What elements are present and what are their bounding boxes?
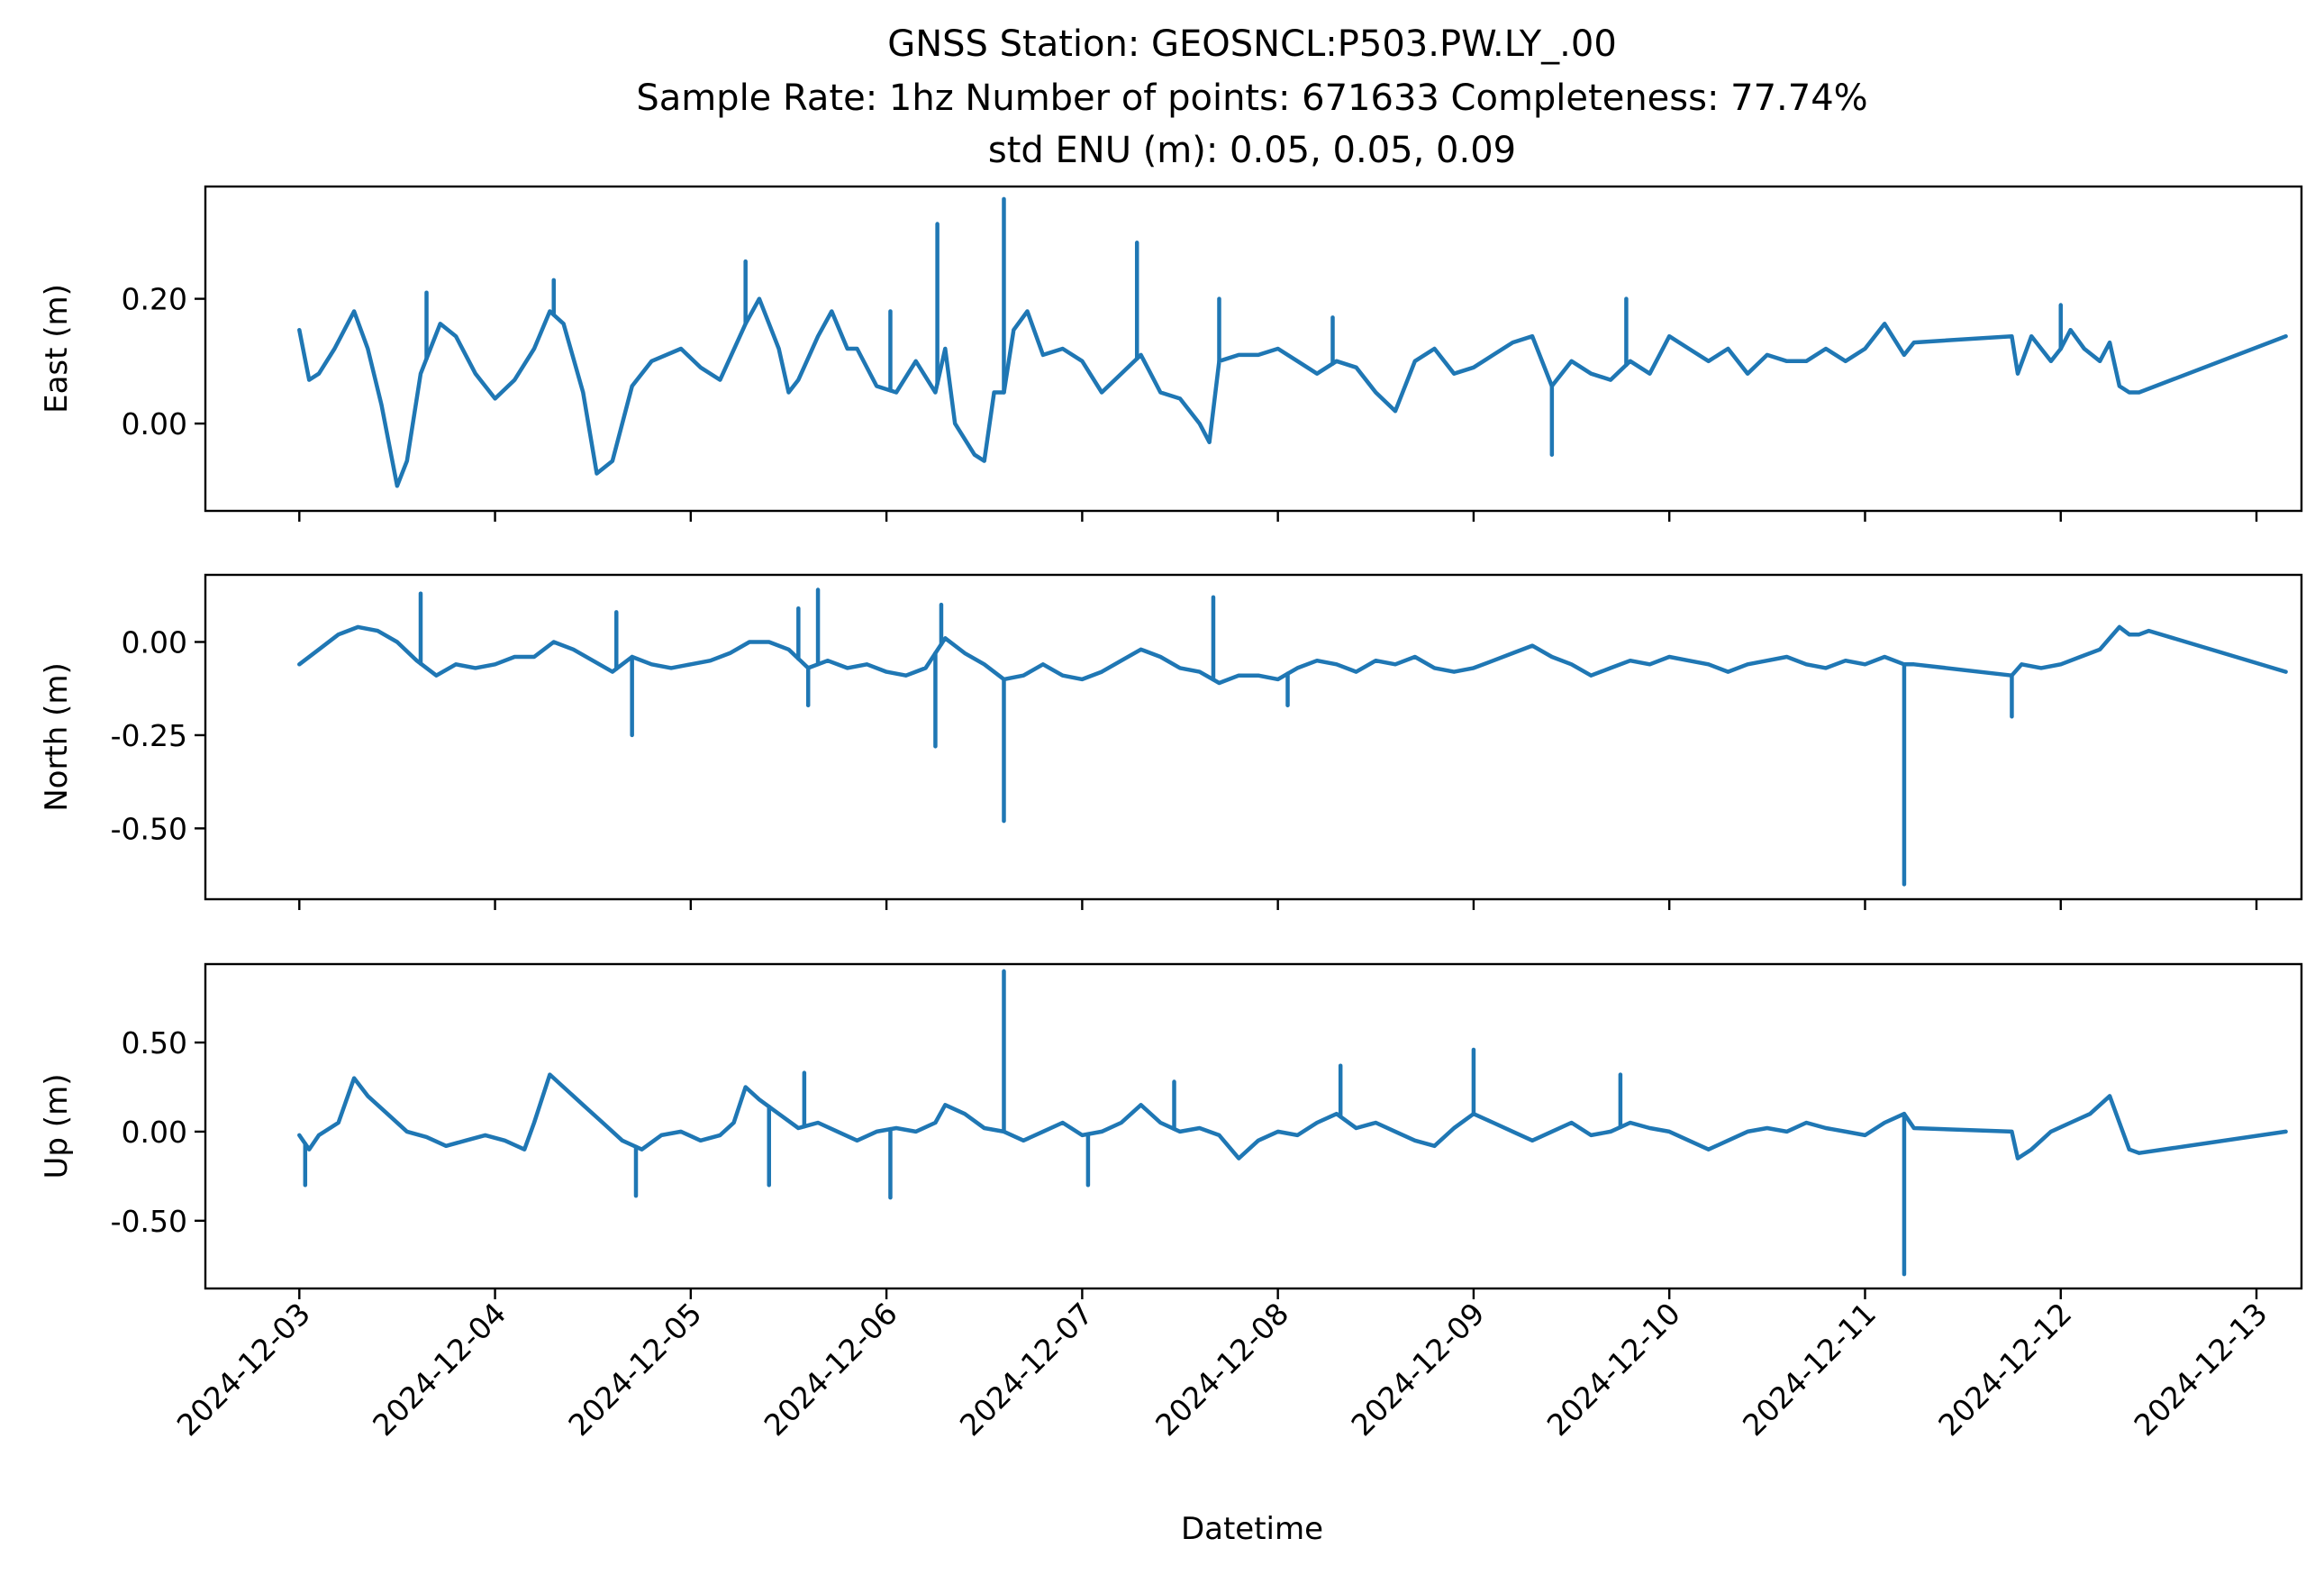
y-tick-label: 0.20: [122, 282, 187, 317]
x-tick-label: 2024-12-07: [953, 1296, 1100, 1443]
north-subplot: 0.00 -0.25 -0.50 North (m): [39, 573, 2303, 910]
y-tick-label: 0.00: [122, 1115, 187, 1150]
x-tick-label: 2024-12-10: [1540, 1296, 1687, 1443]
x-tick-label: 2024-12-12: [1931, 1296, 2078, 1443]
x-tick-label: 2024-12-08: [1148, 1296, 1295, 1443]
x-tick-label: 2024-12-03: [170, 1296, 317, 1443]
series-line: [297, 624, 2288, 686]
y-tick-label: -0.50: [111, 811, 187, 846]
up-subplot: 0.50 0.00 -0.50 Up (m): [39, 962, 2303, 1299]
x-tick-label: 2024-12-11: [1736, 1296, 1883, 1443]
y-tick-label: 0.00: [122, 624, 187, 660]
series-line: [297, 296, 2288, 488]
x-tick-label: 2024-12-13: [2127, 1296, 2274, 1443]
title-line-2: Sample Rate: 1hz Number of points: 67163…: [636, 77, 1867, 119]
axes-frame: [204, 962, 2303, 1290]
y-axis-label: East (m): [39, 284, 75, 414]
east-subplot: 0.20 0.00 East (m): [39, 185, 2303, 522]
title-line-1: GNSS Station: GEOSNCL:P503.PW.LY_.00: [887, 23, 1617, 65]
y-tick-label: -0.50: [111, 1204, 187, 1239]
x-tick-label: 2024-12-04: [366, 1296, 513, 1443]
x-axis-label: Datetime: [1181, 1511, 1323, 1547]
y-tick-label: 0.00: [122, 406, 187, 442]
y-axis-label: Up (m): [39, 1074, 75, 1179]
x-tick-label: 2024-12-06: [758, 1296, 904, 1443]
y-axis-label: North (m): [39, 662, 75, 812]
y-tick-label: -0.25: [111, 718, 187, 753]
x-tick-label: 2024-12-09: [1344, 1296, 1491, 1443]
x-tick-label: 2024-12-05: [561, 1296, 708, 1443]
axes-frame: [204, 573, 2303, 901]
x-tick-labels: 2024-12-03 2024-12-04 2024-12-05 2024-12-06…: [170, 1296, 2274, 1443]
axes-frame: [204, 185, 2303, 513]
y-tick-label: 0.50: [122, 1025, 187, 1061]
title-line-3: std ENU (m): 0.05, 0.05, 0.09: [988, 130, 1516, 171]
series-line: [297, 1072, 2288, 1161]
